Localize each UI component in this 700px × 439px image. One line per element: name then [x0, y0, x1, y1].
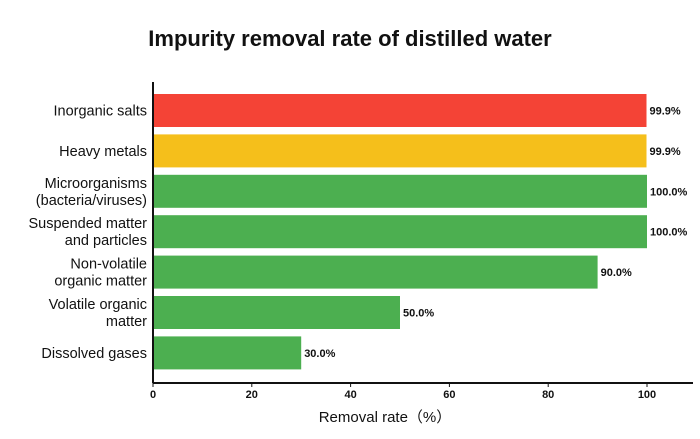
x-tick-label-5: 100 [638, 389, 656, 401]
chart-title: Impurity removal rate of distilled water [148, 26, 552, 51]
category-label-line: organic matter [54, 274, 147, 290]
category-label-line: matter [106, 314, 147, 330]
x-tick-label-0: 0 [150, 389, 156, 401]
category-label-line: Microorganisms [45, 176, 147, 192]
category-label-4: Non-volatile organic matter [54, 257, 147, 290]
category-label-1: Heavy metals [59, 144, 147, 160]
bar-0 [153, 94, 647, 127]
category-label-6: Dissolved gases [41, 346, 147, 362]
x-tick-label-3: 60 [443, 389, 455, 401]
x-tick-label-2: 40 [344, 389, 356, 401]
bar-5 [153, 296, 400, 329]
value-label-1: 99.9% [650, 146, 681, 158]
bar-4 [153, 255, 598, 289]
x-tick-label-1: 20 [246, 389, 258, 401]
category-label-line: Heavy metals [59, 144, 147, 160]
bar-2 [153, 174, 647, 208]
category-label-line: (bacteria/viruses) [36, 193, 147, 209]
category-label-line: Dissolved gases [41, 346, 147, 362]
value-label-6: 30.0% [304, 348, 335, 360]
category-label-line: Inorganic salts [54, 104, 148, 120]
category-label-2: Microorganisms (bacteria/viruses) [36, 176, 147, 209]
bar-3 [153, 215, 647, 249]
category-label-line: and particles [65, 233, 147, 249]
category-label-3: Suspended matter and particles [29, 216, 148, 249]
value-label-0: 99.9% [650, 106, 681, 118]
category-label-5: Volatile organic matter [49, 297, 148, 330]
bar-1 [153, 134, 647, 168]
category-label-0: Inorganic salts [54, 104, 148, 120]
category-label-line: Non-volatile [70, 257, 147, 273]
x-tick-label-4: 80 [542, 389, 554, 401]
bar-6 [153, 336, 302, 370]
value-label-5: 50.0% [403, 308, 434, 320]
category-label-line: Volatile organic [49, 297, 147, 313]
value-label-4: 90.0% [601, 267, 632, 279]
value-label-3: 100.0% [650, 227, 688, 239]
value-label-2: 100.0% [650, 186, 688, 198]
category-label-line: Suspended matter [29, 216, 148, 232]
x-axis-title: Removal rate（%） [319, 409, 452, 426]
